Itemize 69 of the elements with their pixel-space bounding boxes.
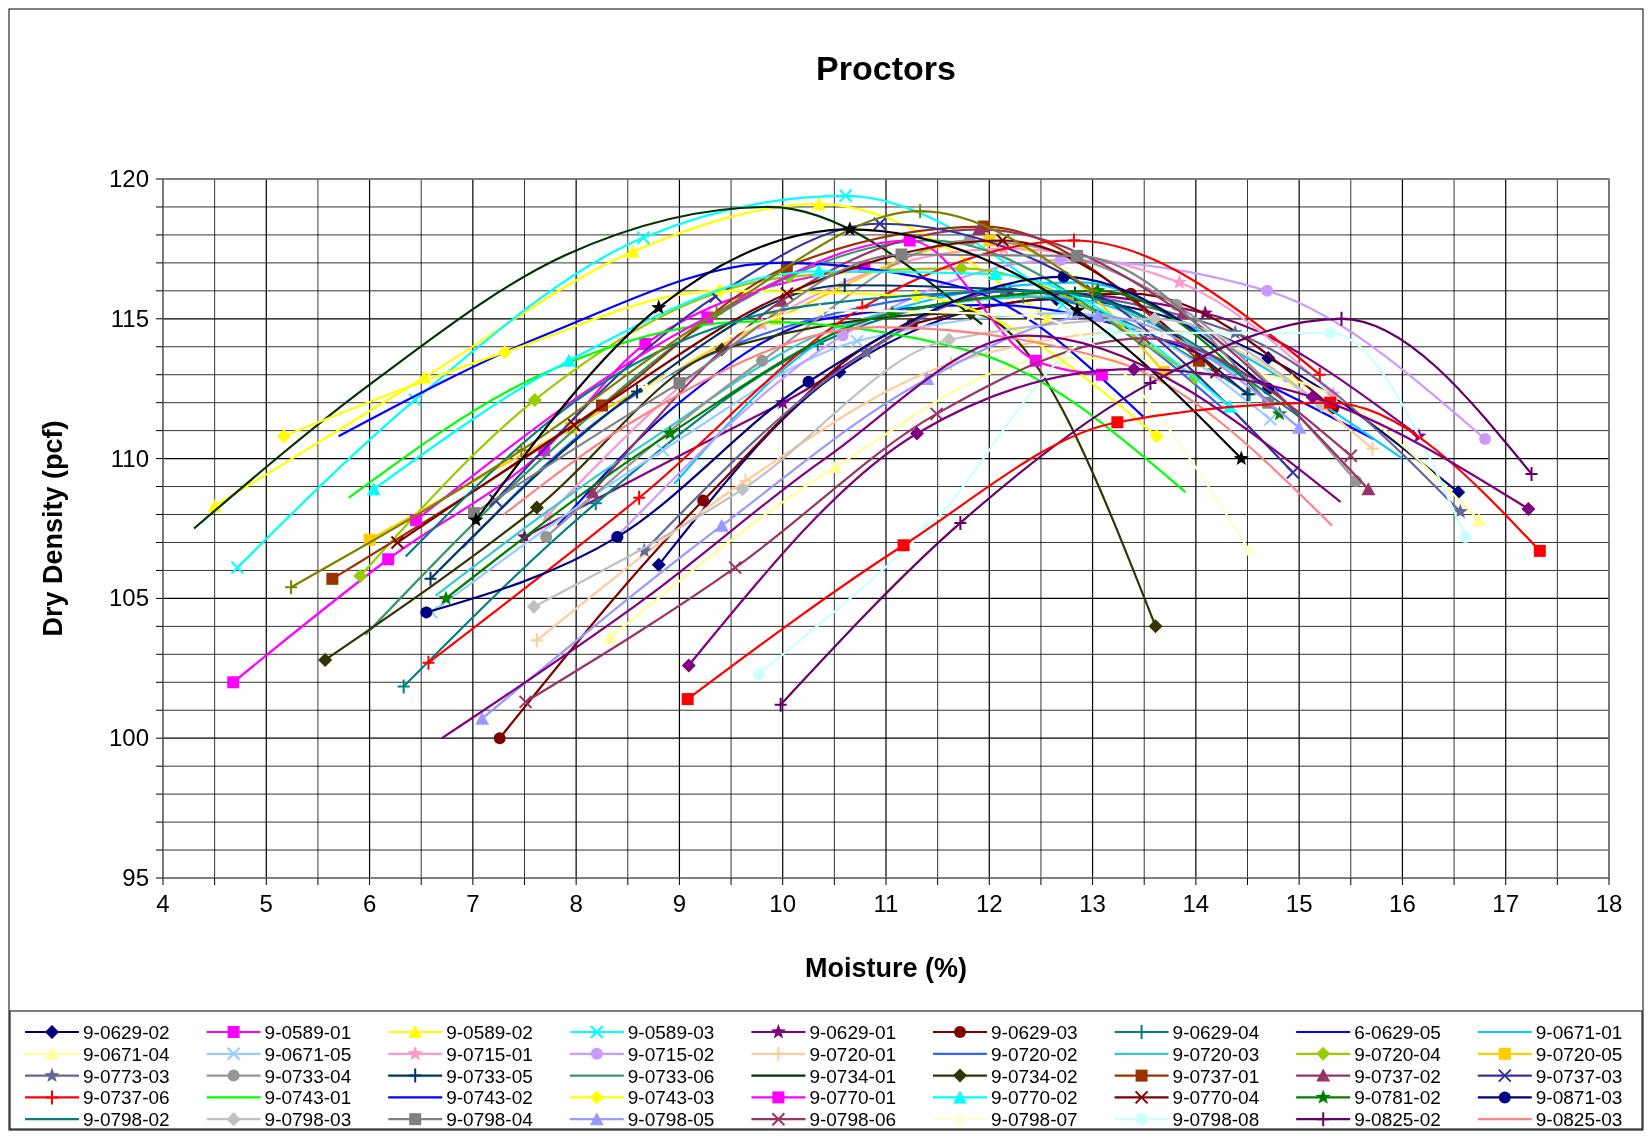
x-tick-label: 12 — [975, 890, 1003, 917]
legend-label: 9-0737-01 — [1172, 1065, 1260, 1087]
legend-label: 9-0743-02 — [446, 1087, 533, 1109]
legend-label: 9-0589-03 — [627, 1022, 715, 1043]
y-tick-label: 120 — [108, 165, 149, 192]
x-tick-label: 4 — [156, 890, 170, 917]
x-tick-label: 11 — [873, 890, 899, 917]
legend-label: 9-0737-06 — [83, 1087, 170, 1109]
legend-label: 9-0629-02 — [83, 1022, 170, 1043]
legend-label: 9-0720-05 — [1535, 1043, 1623, 1065]
legend-label: 9-0798-07 — [991, 1109, 1078, 1131]
x-tick-label: 9 — [672, 890, 687, 917]
legend-label: 9-0733-04 — [264, 1065, 352, 1087]
legend-label: 9-0720-04 — [1354, 1043, 1442, 1065]
legend-label: 9-0589-02 — [446, 1022, 533, 1043]
y-tick-label: 100 — [108, 724, 149, 752]
legend-label: 9-0720-02 — [991, 1043, 1078, 1065]
chart-title: Proctors — [816, 49, 956, 87]
x-axis-title: Moisture (%) — [805, 953, 967, 983]
legend-label: 9-0629-03 — [991, 1022, 1078, 1043]
x-tick-label: 13 — [1079, 890, 1106, 917]
legend-label: 9-0798-05 — [627, 1109, 715, 1131]
x-tick-label: 14 — [1182, 890, 1210, 917]
legend-label: 9-0720-03 — [1172, 1043, 1260, 1065]
x-tick-label: 10 — [769, 890, 797, 917]
legend-label: 9-0715-02 — [627, 1043, 715, 1065]
legend-label: 9-0798-08 — [1172, 1109, 1260, 1131]
x-tick-label: 7 — [466, 890, 480, 917]
legend-label: 9-0798-03 — [264, 1109, 352, 1131]
legend-label: 9-0770-01 — [809, 1087, 897, 1109]
legend-label: 9-0734-01 — [809, 1065, 897, 1087]
legend-label: 9-0770-04 — [1172, 1087, 1260, 1109]
x-tick-label: 6 — [362, 890, 377, 917]
x-tick-label: 17 — [1492, 890, 1520, 917]
legend-label: 9-0743-01 — [264, 1087, 352, 1109]
legend-label: 9-0733-06 — [627, 1065, 715, 1087]
legend-label: 9-0671-04 — [83, 1043, 171, 1065]
legend-label: 9-0715-01 — [446, 1043, 533, 1065]
legend-label: 9-0825-03 — [1535, 1109, 1623, 1131]
legend-label: 9-0825-02 — [1354, 1109, 1441, 1131]
x-tick-label: 16 — [1389, 890, 1416, 917]
legend-label: 9-0671-01 — [1535, 1022, 1623, 1043]
legend-label: 6-0629-05 — [1354, 1022, 1441, 1043]
legend-label: 9-0734-02 — [991, 1065, 1078, 1087]
x-tick-label: 18 — [1595, 890, 1623, 917]
legend-label: 9-0671-05 — [264, 1043, 352, 1065]
x-tick-label: 15 — [1285, 890, 1313, 917]
legend-label: 9-0737-03 — [1535, 1065, 1623, 1087]
legend-label: 9-0773-03 — [83, 1065, 170, 1087]
x-tick-label: 5 — [259, 890, 273, 917]
legend-label: 9-0743-03 — [627, 1087, 715, 1109]
legend-label: 9-0798-06 — [809, 1109, 897, 1131]
y-tick-label: 110 — [110, 444, 149, 472]
legend-label: 9-0798-02 — [83, 1109, 170, 1131]
legend-label: 9-0871-03 — [1535, 1087, 1623, 1109]
x-tick-label: 8 — [569, 890, 583, 917]
legend-label: 9-0589-01 — [264, 1022, 352, 1043]
y-tick-label: 95 — [122, 864, 149, 891]
legend-label: 9-0770-02 — [991, 1087, 1078, 1109]
legend-label: 9-0781-02 — [1354, 1087, 1441, 1109]
legend-label: 9-0733-05 — [446, 1065, 533, 1087]
legend-label: 9-0629-01 — [809, 1022, 897, 1043]
legend-label: 9-0737-02 — [1354, 1065, 1441, 1087]
y-tick-label: 105 — [108, 584, 149, 612]
legend-label: 9-0720-01 — [809, 1043, 897, 1065]
legend-label: 9-0798-04 — [446, 1109, 534, 1131]
y-tick-label: 115 — [110, 304, 149, 332]
legend-label: 9-0629-04 — [1172, 1022, 1260, 1043]
y-axis-title: Dry Density (pcf) — [38, 420, 68, 637]
